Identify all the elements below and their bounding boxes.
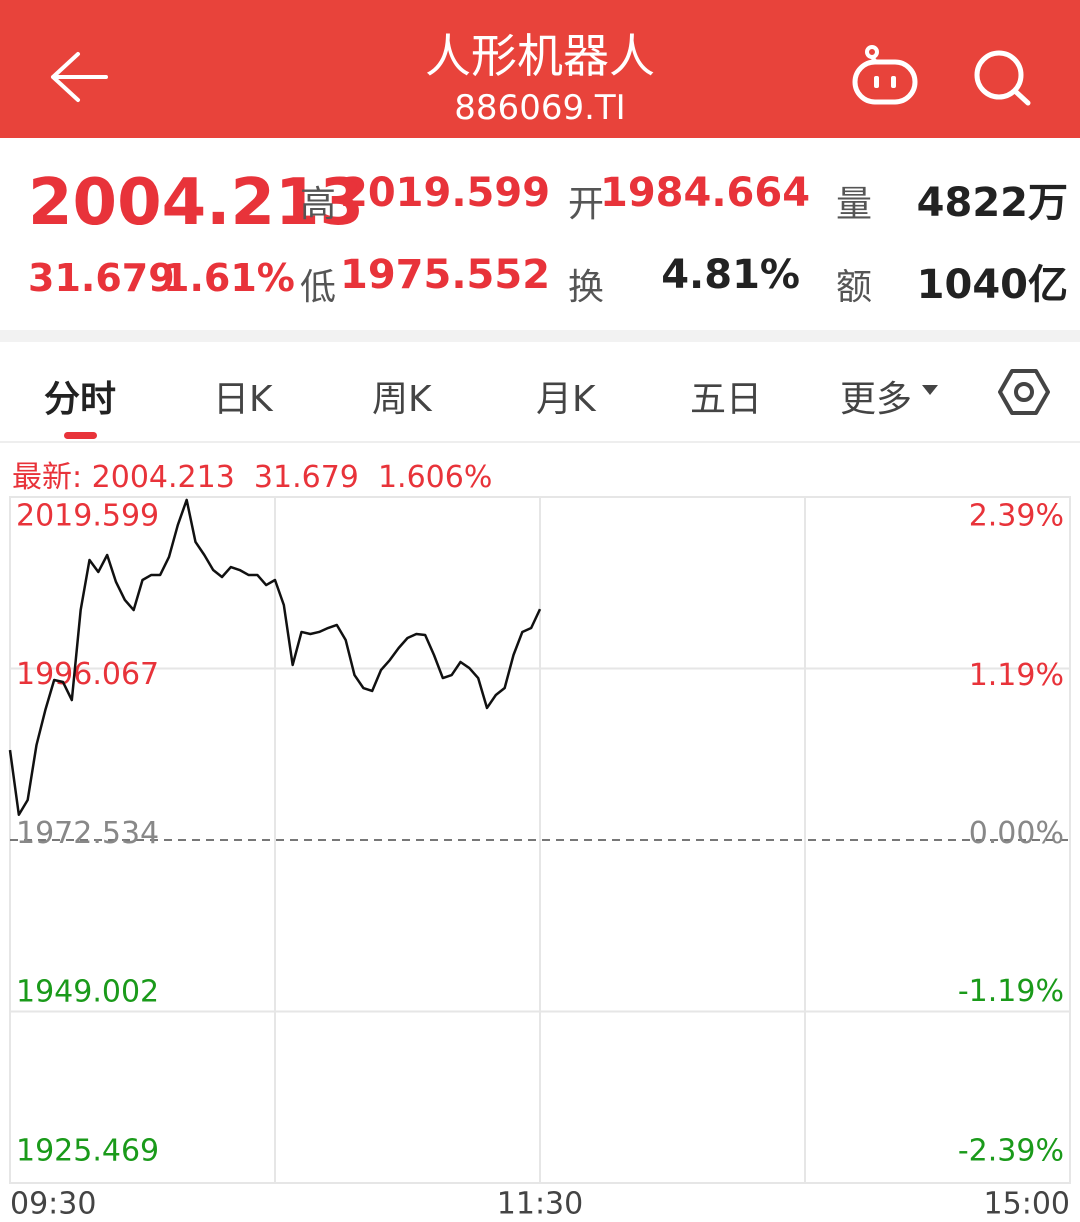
stat-value: 1975.552 <box>340 252 551 298</box>
y2-tick-label: -1.19% <box>958 974 1064 1009</box>
tab[interactable]: 月K <box>536 379 596 420</box>
price: 2004.213 <box>28 166 365 240</box>
back-button[interactable] <box>48 50 110 104</box>
x-tick-label: 09:30 <box>10 1187 96 1222</box>
tab[interactable]: 周K <box>372 379 432 420</box>
y2-tick-label: 1.19% <box>969 658 1064 693</box>
separator <box>0 330 1080 342</box>
latest-price: 2004.213 <box>91 460 235 495</box>
stat-label: 高 <box>300 184 337 225</box>
y-tick-label: 1925.469 <box>16 1134 159 1169</box>
y-tick-label: 1996.067 <box>16 657 159 692</box>
change-pct: 1.61% <box>163 256 295 300</box>
stat-value: 1984.664 <box>600 170 811 216</box>
stat-value: 1040亿 <box>916 262 1068 308</box>
stat-value: 2019.599 <box>340 170 551 216</box>
change: 31.679 <box>28 256 175 300</box>
y-tick-label: 2019.599 <box>16 499 159 534</box>
y-tick-label: 1972.534 <box>16 816 159 851</box>
tab-indicator <box>64 432 97 439</box>
stat-label: 量 <box>836 184 873 225</box>
tab[interactable]: 日K <box>213 379 273 420</box>
tab[interactable]: 五日 <box>690 379 763 420</box>
y2-tick-label: -2.39% <box>958 1134 1064 1169</box>
search-icon[interactable] <box>972 48 1034 108</box>
latest-pct: 1.606% <box>377 460 493 495</box>
y2-tick-label: 2.39% <box>969 499 1064 534</box>
header-bar: 人形机器人 886069.TI <box>0 0 1080 138</box>
latest-line: 最新: 2004.213 31.679 1.606% <box>12 452 492 496</box>
tab[interactable]: 更多 <box>840 379 913 420</box>
stat-label: 开 <box>568 184 605 225</box>
stat-value: 4822万 <box>916 180 1068 226</box>
stat-value: 4.81% <box>661 252 800 298</box>
price-line <box>8 498 542 816</box>
stock-code: 886069.TI <box>454 88 626 128</box>
stat-label: 额 <box>836 267 873 308</box>
latest-change: 31.679 <box>253 460 359 495</box>
stat-label: 换 <box>568 267 605 308</box>
settings-icon[interactable] <box>998 366 1050 418</box>
x-tick-label: 15:00 <box>984 1187 1070 1222</box>
stat-label: 低 <box>300 267 337 308</box>
robot-icon[interactable] <box>850 44 920 108</box>
dropdown-arrow <box>922 385 938 395</box>
page-title: 人形机器人 <box>425 29 655 83</box>
y2-tick-label: 0.00% <box>969 816 1064 851</box>
chart: 09:30 11:30 15:00 2019.599 1996.067 1972.534 1… <box>8 496 1071 1222</box>
divider <box>0 441 1080 443</box>
y-tick-label: 1949.002 <box>16 975 159 1010</box>
x-tick-label: 11:30 <box>497 1187 583 1222</box>
tab-active[interactable]: 分时 <box>44 379 117 420</box>
latest-label: 最新: <box>12 460 83 495</box>
